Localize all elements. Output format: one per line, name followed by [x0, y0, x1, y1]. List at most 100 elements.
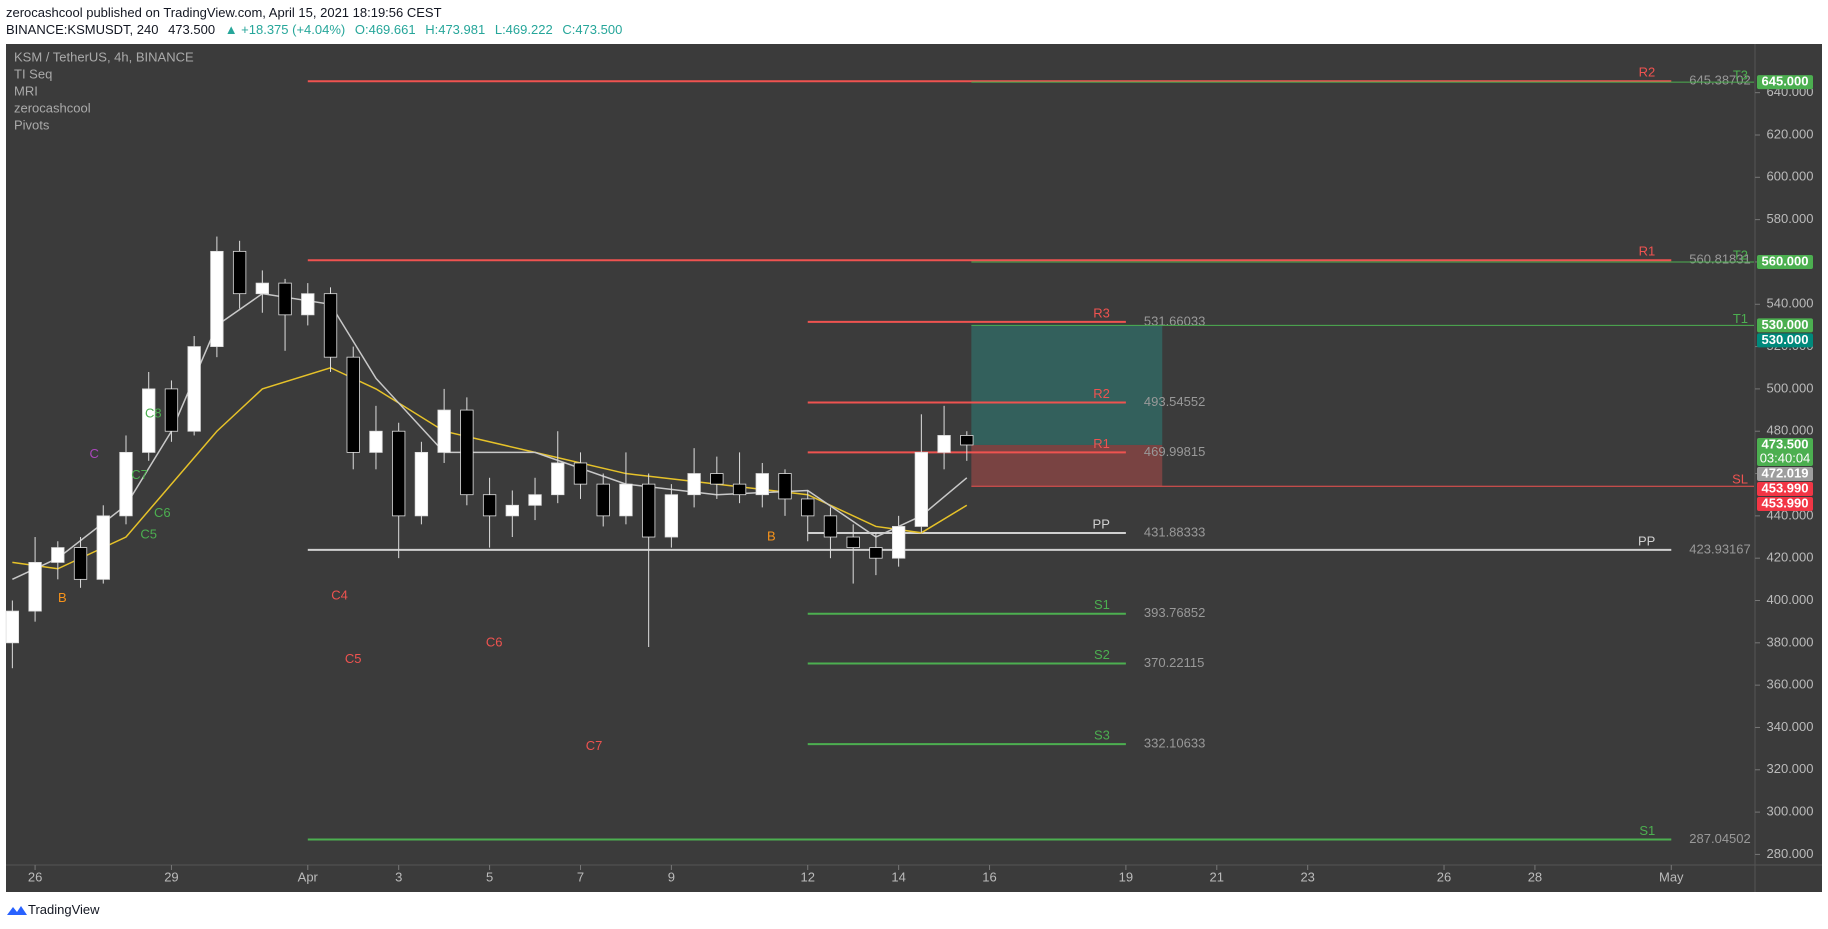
target-name: T2	[1733, 247, 1748, 262]
price-label	[1757, 75, 1813, 90]
pivot-value: 531.66033	[1144, 313, 1205, 328]
annotation: B	[58, 590, 67, 605]
pivot-name: S3	[1094, 728, 1110, 743]
candle-body	[528, 494, 542, 506]
annotation: B	[767, 528, 776, 543]
candle-body	[187, 346, 201, 432]
candle-body	[5, 610, 20, 644]
pivot-name: R2	[1639, 65, 1656, 80]
y-tick-label: 620.000	[1767, 126, 1814, 141]
candle-body	[891, 526, 906, 559]
x-tick-label: 19	[1119, 869, 1133, 884]
candle-body	[392, 430, 406, 517]
x-tick-label: 16	[982, 869, 996, 884]
annotation: C5	[140, 526, 157, 541]
price-label-text: 472.019	[1762, 465, 1809, 480]
candle-body	[960, 435, 974, 446]
low: L:469.222	[494, 22, 553, 37]
open: O:469.661	[354, 22, 416, 37]
y-tick-label: 540.000	[1767, 296, 1814, 311]
y-tick-label: 600.000	[1767, 169, 1814, 184]
candle-body	[732, 483, 747, 496]
candle-body	[823, 515, 838, 538]
x-tick-label: 12	[801, 869, 815, 884]
annotation: C4	[331, 588, 348, 603]
price-label-text: 453.990	[1762, 480, 1809, 495]
candle-body	[869, 547, 883, 559]
pivot-name: S1	[1094, 597, 1110, 612]
price-label-text: 530.000	[1762, 317, 1809, 332]
candle-body	[460, 409, 474, 496]
y-tick-label: 500.000	[1767, 380, 1814, 395]
x-tick-label: 9	[668, 869, 675, 884]
pivot-name: R1	[1093, 436, 1110, 451]
pivot-value: 645.38702	[1689, 73, 1750, 88]
stop-zone	[971, 444, 1163, 487]
moving-average	[12, 366, 968, 570]
candle-body	[369, 430, 383, 453]
price-label-text: 645.000	[1762, 74, 1809, 89]
candle-body	[596, 483, 610, 517]
x-tick-label: 28	[1528, 869, 1542, 884]
legend-item: TI Seq	[14, 66, 52, 81]
annotation: C5	[345, 651, 362, 666]
candle-body	[778, 473, 792, 500]
price-label	[1757, 466, 1813, 481]
y-tick-label: 340.000	[1767, 719, 1814, 734]
pivot-value: 332.10633	[1144, 736, 1205, 751]
annotation: C	[89, 446, 98, 461]
target-name: SL	[1732, 472, 1748, 487]
candle-body	[755, 473, 769, 496]
x-tick-label: 7	[577, 869, 584, 884]
price-label	[1757, 437, 1813, 466]
logo	[7, 905, 27, 915]
price: 473.500	[168, 22, 216, 37]
footer: TradingView	[6, 902, 100, 917]
y-tick-label: 360.000	[1767, 677, 1814, 692]
legend-item: KSM / TetherUS, 4h, BINANCE	[14, 49, 194, 64]
price-label-text: 530.000	[1762, 332, 1809, 347]
pivot-name: S2	[1094, 647, 1110, 662]
legend-item: zerocashcool	[14, 100, 91, 115]
annotation: C7	[586, 738, 603, 753]
candle-body	[664, 494, 679, 538]
x-tick-label: Apr	[298, 869, 319, 884]
pivot-name: PP	[1093, 516, 1110, 531]
pivot-name: PP	[1638, 533, 1655, 548]
legend-item: Pivots	[14, 117, 50, 132]
price-label	[1757, 254, 1813, 269]
candle-body	[51, 547, 65, 563]
legend-item: MRI	[14, 83, 38, 98]
pivot-value: 393.76852	[1144, 605, 1205, 620]
x-tick-label: May	[1659, 869, 1684, 884]
candle-body	[642, 483, 656, 538]
pivot-name: R1	[1639, 244, 1656, 259]
price-label	[1757, 333, 1813, 348]
x-tick-label: 26	[1437, 869, 1451, 884]
candle-body	[346, 356, 360, 453]
candle-body	[232, 250, 247, 295]
price-label-subtext: 03:40:04	[1760, 450, 1811, 465]
pivot-value: 423.93167	[1689, 541, 1750, 556]
pivot-name: R3	[1093, 305, 1110, 320]
pivot-value: 431.88333	[1144, 524, 1205, 539]
price-label	[1757, 496, 1813, 511]
candle-body	[255, 282, 269, 295]
change: ▲ +18.375 (+4.04%)	[224, 22, 346, 37]
candle-body	[573, 462, 588, 485]
chart-background	[6, 44, 1822, 892]
pivot-value: 493.54552	[1144, 394, 1205, 409]
high: H:473.981	[425, 22, 486, 37]
y-tick-label: 400.000	[1767, 592, 1814, 607]
candle-body	[210, 250, 224, 347]
y-tick-label: 300.000	[1767, 804, 1814, 819]
candle-body	[323, 293, 338, 358]
candle-body	[801, 498, 815, 517]
price-label	[1757, 481, 1813, 496]
candle-body	[505, 504, 519, 517]
annotation: C6	[154, 505, 171, 520]
price-label-text: 560.000	[1762, 253, 1809, 268]
candle-body	[119, 451, 133, 517]
candle-body	[846, 536, 860, 549]
